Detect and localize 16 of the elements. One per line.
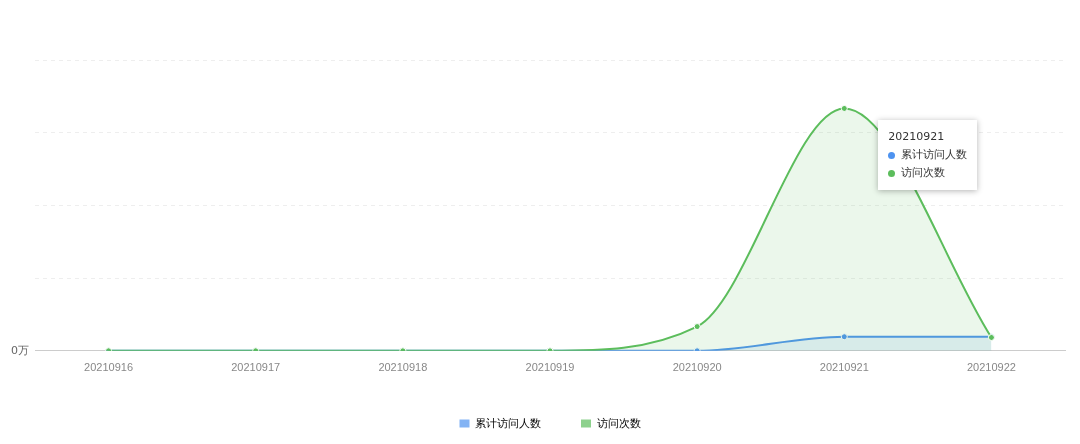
legend-label: 访问次数 (901, 166, 946, 179)
text: 0万 (11, 343, 29, 357)
x-tick-label: 20210920 (672, 361, 722, 374)
x-tick-label: 20210922 (966, 361, 1016, 374)
text: 访问次数 (596, 416, 641, 429)
point (840, 104, 848, 112)
tooltip: 20210921 累计访问人数 访问次数 (878, 120, 978, 190)
legend-label: 累计访问人数 (475, 416, 541, 429)
x-tick-label: 20210921 (819, 361, 869, 374)
point (840, 333, 848, 341)
x-tick-label: 20210919 (525, 361, 575, 374)
point (693, 323, 701, 331)
x-tick-label: 20210918 (378, 361, 428, 374)
x-tick-label: 20210917 (231, 361, 281, 374)
x-tick-label: 20210916 (84, 361, 134, 374)
annotation: 20210921 (888, 129, 946, 145)
